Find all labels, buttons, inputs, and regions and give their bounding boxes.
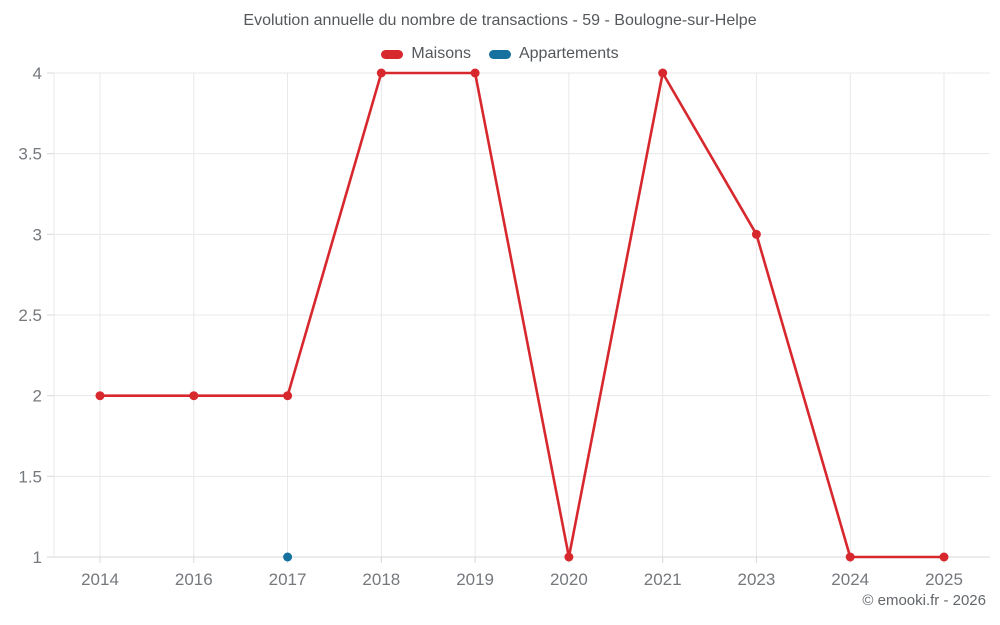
y-tick-label: 3 (33, 225, 42, 244)
data-point-maisons-2023[interactable] (751, 229, 761, 239)
legend-swatch-maisons (381, 49, 404, 59)
data-point-maisons-2021[interactable] (658, 68, 668, 78)
y-tick-label: 3.5 (18, 145, 42, 164)
x-tick-label: 2023 (738, 570, 776, 589)
x-tick-label: 2025 (925, 570, 963, 589)
copyright: © emooki.fr - 2026 (862, 592, 986, 609)
y-tick-label: 1 (33, 548, 42, 567)
series-line-maisons (98, 71, 946, 559)
chart-title: Evolution annuelle du nombre de transact… (243, 12, 757, 29)
y-tick-label: 2.5 (18, 306, 42, 325)
x-tick-label: 2020 (550, 570, 588, 589)
y-tick-label: 1.5 (18, 467, 42, 486)
data-point-maisons-2014[interactable] (95, 391, 105, 401)
x-tick-label: 2021 (644, 570, 682, 589)
x-tick-label: 2019 (456, 570, 494, 589)
data-point-maisons-2025[interactable] (939, 552, 949, 562)
legend-item-maisons[interactable]: Maisons (381, 45, 471, 63)
legend-swatch-appartements (488, 49, 511, 59)
data-point-maisons-2024[interactable] (845, 552, 855, 562)
data-point-maisons-2016[interactable] (189, 391, 199, 401)
y-tick-label: 2 (33, 387, 42, 406)
data-point-maisons-2019[interactable] (470, 68, 480, 78)
legend-item-appartements[interactable]: Appartements (488, 45, 619, 63)
legend-label-appartements: Appartements (518, 45, 619, 62)
data-point-maisons-2020[interactable] (564, 552, 574, 562)
x-tick-label: 2017 (269, 570, 307, 589)
data-point-appartements-2017[interactable] (283, 552, 293, 562)
data-point-maisons-2017[interactable] (283, 391, 293, 401)
y-tick-label: 4 (33, 64, 42, 83)
x-tick-label: 2024 (831, 570, 869, 589)
legend: Maisons Appartements (0, 45, 1000, 63)
x-tick-label: 2014 (81, 570, 119, 589)
data-point-maisons-2018[interactable] (376, 68, 386, 78)
legend-label-maisons: Maisons (411, 45, 471, 62)
x-tick-label: 2016 (175, 570, 213, 589)
x-tick-label: 2018 (362, 570, 400, 589)
